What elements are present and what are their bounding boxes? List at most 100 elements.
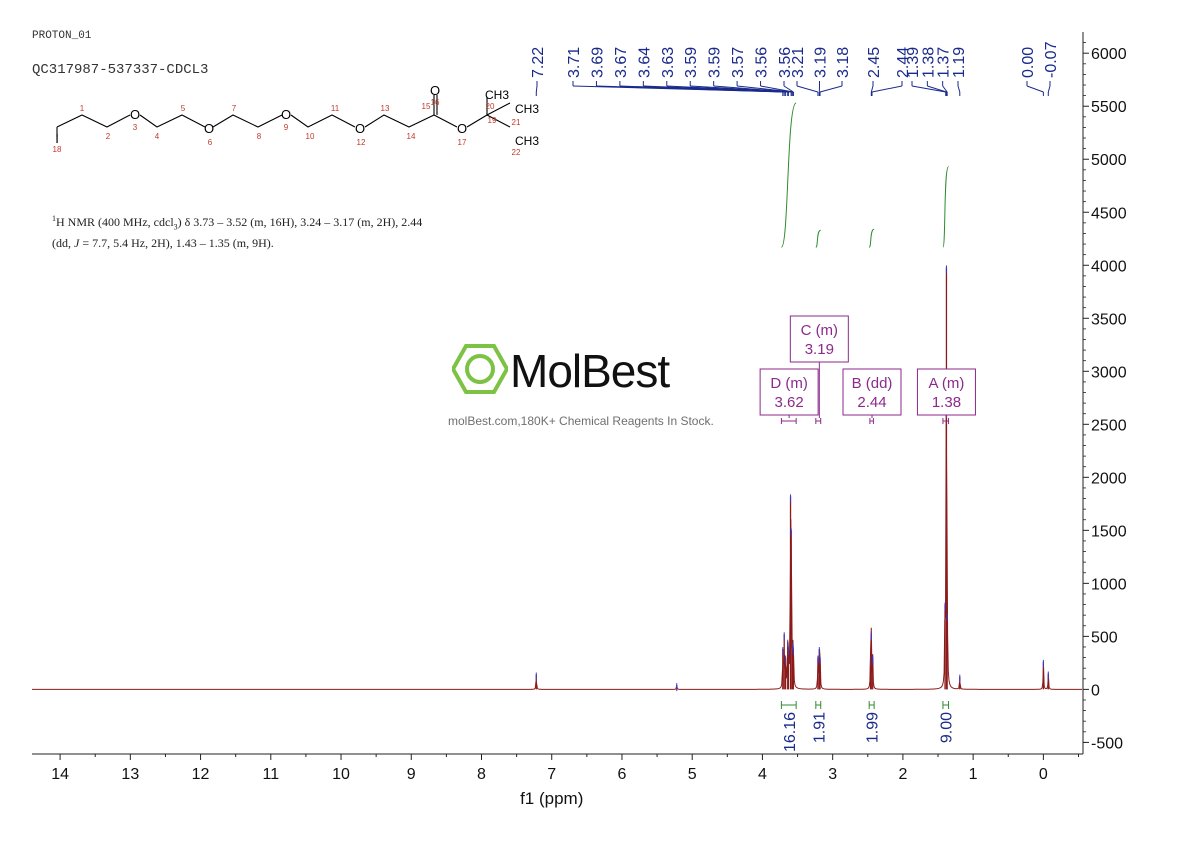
nmr-desc-part: = 7.7, 5.4 Hz, 2H), 1.43 – 1.35 (m, 9H). [79, 236, 274, 251]
x-tick-label: 4 [758, 766, 767, 783]
molbest-logo-icon [452, 344, 508, 394]
peak-label-leader [760, 85, 794, 93]
multiplet-shift: 3.19 [805, 341, 834, 358]
spectrum-line [32, 415, 1082, 690]
peak-label-leader [737, 85, 793, 93]
peak-label: 1.19 [951, 47, 968, 78]
peak-label: 3.71 [566, 47, 583, 78]
atom-number: 19 [488, 116, 497, 125]
multiplet-label: D (m) [770, 375, 808, 392]
peak-label: 1.38 [920, 47, 937, 78]
peak-label: 3.69 [589, 47, 606, 78]
y-tick-label: 5500 [1091, 99, 1127, 116]
peak-label-leader [819, 85, 843, 93]
integral-value: 1.99 [865, 712, 882, 743]
x-tick-label: 14 [51, 766, 69, 783]
experiment-name: PROTON_01 [32, 30, 92, 42]
integral-curve [868, 228, 875, 248]
atom-number: 2 [106, 132, 111, 141]
atom-number: 4 [155, 132, 160, 141]
peak-label-leader [927, 85, 947, 93]
x-axis-label: f1 (ppm) [520, 789, 583, 808]
atom-number: 9 [284, 123, 289, 132]
peak-label-leader [942, 85, 948, 93]
y-tick-label: 2000 [1091, 470, 1127, 487]
multiplet-shift: 2.44 [857, 394, 886, 411]
watermark-tagline: molBest.com,180K+ Chemical Reagents In S… [448, 414, 714, 428]
peak-label-leader [911, 85, 946, 93]
peak-label-leader [957, 85, 961, 93]
atom-number: 12 [357, 138, 366, 147]
nmr-desc-sub: 3 [173, 222, 178, 232]
peak-label: 3.59 [707, 47, 724, 78]
peak-label: 3.59 [683, 47, 700, 78]
y-tick-label: 3500 [1091, 311, 1127, 328]
nmr-desc-part: ) δ 3.73 – 3.52 (m, 16H), 3.24 – 3.17 (m… [177, 215, 423, 229]
peak-label-leader [1026, 85, 1044, 93]
chemical-structure: I O O O O O O CH3 CH3 CH3 18 1 2 3 4 5 6… [53, 85, 540, 157]
atom-number: 15 [422, 102, 431, 111]
atom-oxygen-12: O [355, 121, 365, 136]
integral-value: 16.16 [782, 712, 799, 752]
nmr-isotope: 1 [52, 214, 56, 223]
multiplet-shift: 1.38 [932, 394, 961, 411]
multiplet-label: A (m) [929, 375, 965, 392]
atom-number: 3 [133, 123, 138, 132]
x-tick-label: 10 [332, 766, 350, 783]
atom-oxygen-16: O [430, 85, 440, 98]
multiplet-box [789, 315, 849, 363]
nmr-desc-part: H NMR (400 MHz, cdcl [56, 215, 174, 229]
x-tick-label: 5 [688, 766, 697, 783]
peak-label: 1.39 [905, 47, 922, 78]
atom-number: 6 [208, 138, 213, 147]
molbest-logo-text: MolBest [510, 345, 670, 397]
peak-label: 3.57 [730, 47, 747, 78]
peak-label: 3.18 [835, 47, 852, 78]
integral-curve [942, 166, 950, 248]
sample-name: QC317987-537337-CDCL3 [32, 62, 209, 78]
x-tick-label: 6 [618, 766, 627, 783]
atom-number: 10 [306, 132, 315, 141]
peak-label: 2.45 [866, 47, 883, 78]
atom-number: 20 [486, 102, 495, 111]
peak-label: 3.56 [777, 47, 794, 78]
y-tick-label: 1500 [1091, 523, 1127, 540]
x-tick-label: 2 [898, 766, 907, 783]
peak-label: 3.64 [636, 47, 653, 78]
x-tick-label: 12 [192, 766, 210, 783]
atom-number: 13 [381, 104, 390, 113]
peak-label-leader [870, 85, 874, 93]
atom-number: 17 [458, 138, 467, 147]
atom-number: 18 [53, 145, 62, 154]
x-tick-label: 8 [477, 766, 486, 783]
atom-methyl-22: CH3 [515, 134, 539, 148]
peak-label: 1.37 [936, 47, 953, 78]
x-tick-label: 7 [547, 766, 556, 783]
multiplet-shift: 3.62 [775, 394, 804, 411]
peak-label: 2.44 [895, 47, 912, 78]
y-tick-label: 500 [1091, 629, 1118, 646]
x-tick-label: 3 [828, 766, 837, 783]
peak-label: 0.00 [1020, 47, 1037, 78]
multiplet-label: B (dd) [852, 375, 893, 392]
x-tick-label: 0 [1039, 766, 1048, 783]
y-tick-label: 0 [1091, 682, 1100, 699]
peak-label-leader [871, 85, 903, 93]
y-tick-label: 3000 [1091, 364, 1127, 381]
atom-oxygen-17: O [457, 121, 467, 136]
atom-oxygen-3: O [130, 107, 140, 122]
peak-label-leader [535, 85, 538, 93]
peak-label: 3.63 [660, 47, 677, 78]
atom-iodine: I [55, 131, 59, 146]
y-tick-label: 6000 [1091, 46, 1127, 63]
y-tick-label: 4500 [1091, 205, 1127, 222]
atom-number: 5 [181, 104, 186, 113]
atom-methyl-20: CH3 [485, 88, 509, 102]
peak-label: 3.67 [613, 47, 630, 78]
peak-label: 7.22 [530, 47, 547, 78]
integral-curve [780, 102, 797, 248]
integral-value: 9.00 [939, 712, 956, 743]
atom-oxygen-9: O [281, 107, 291, 122]
peak-label: 3.21 [790, 47, 807, 78]
